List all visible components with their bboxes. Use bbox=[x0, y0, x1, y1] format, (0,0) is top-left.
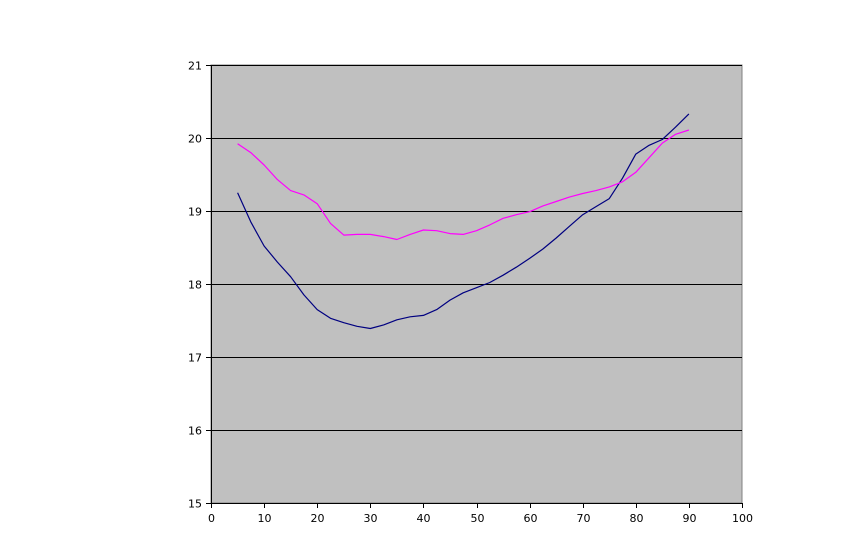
x-tick-label: 60 bbox=[524, 512, 538, 525]
y-tick-label: 15 bbox=[188, 498, 202, 511]
y-tick-label: 17 bbox=[188, 352, 202, 365]
x-tick-label: 20 bbox=[311, 512, 325, 525]
series-line-2 bbox=[237, 129, 690, 241]
x-tick-label: 80 bbox=[630, 512, 644, 525]
y-tick-label: 16 bbox=[188, 425, 202, 438]
x-tick-label: 40 bbox=[417, 512, 431, 525]
x-tick-label: 90 bbox=[683, 512, 697, 525]
x-tick-label: 30 bbox=[364, 512, 378, 525]
y-tick-label: 20 bbox=[188, 133, 202, 146]
x-tick-label: 100 bbox=[732, 512, 753, 525]
axes: 15 16 17 18 19 20 21 0 10 20 30 40 50 60 70 80 90 100 bbox=[188, 60, 753, 526]
series-lines bbox=[237, 113, 690, 330]
x-tick-label: 10 bbox=[258, 512, 272, 525]
x-tick-label: 50 bbox=[471, 512, 485, 525]
x-tick-label: 0 bbox=[208, 512, 215, 525]
y-tick-label: 18 bbox=[188, 279, 202, 292]
series-line-1 bbox=[237, 113, 690, 330]
y-tick-label: 19 bbox=[188, 206, 202, 219]
y-tick-label: 21 bbox=[188, 60, 202, 73]
x-tick-label: 70 bbox=[577, 512, 591, 525]
gridlines bbox=[211, 65, 742, 431]
